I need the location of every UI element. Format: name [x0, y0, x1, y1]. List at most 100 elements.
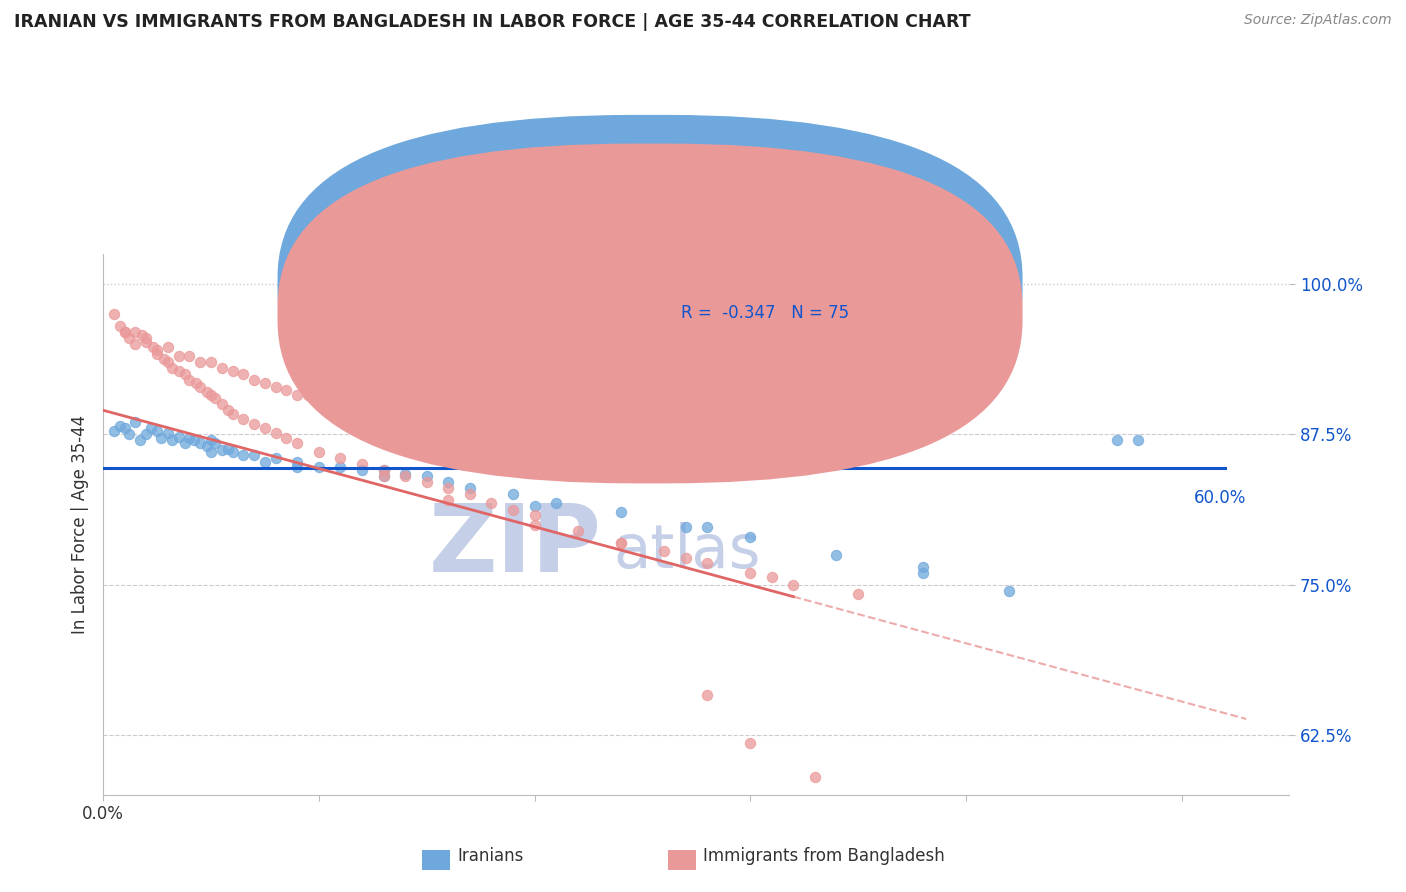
Point [128, 434, 150, 448]
Point [675, 520, 697, 534]
Text: atlas: atlas [613, 522, 761, 581]
Point [211, 361, 233, 376]
Point [285, 435, 308, 450]
Point [217, 442, 239, 456]
Point [142, 340, 165, 354]
Point [167, 363, 190, 377]
Point [264, 380, 287, 394]
Point [329, 451, 352, 466]
Point [253, 421, 276, 435]
Text: Immigrants from Bangladesh: Immigrants from Bangladesh [703, 847, 945, 865]
Point [437, 482, 460, 496]
Point [232, 411, 254, 425]
Point [146, 347, 169, 361]
Point [156, 355, 179, 369]
Point [188, 355, 211, 369]
Point [1128, 434, 1150, 448]
Point [546, 496, 568, 510]
Point [264, 451, 287, 466]
Point [174, 435, 197, 450]
Point [264, 426, 287, 441]
Point [179, 349, 201, 363]
Point [156, 340, 179, 354]
Point [221, 363, 243, 377]
Point [135, 331, 157, 345]
Text: Source: ZipAtlas.com: Source: ZipAtlas.com [1244, 13, 1392, 28]
Point [696, 520, 718, 534]
Point [329, 459, 352, 474]
FancyBboxPatch shape [277, 144, 1022, 483]
Point [804, 770, 827, 784]
Point [308, 397, 330, 411]
Point [167, 349, 190, 363]
Point [146, 343, 169, 358]
Point [782, 577, 804, 591]
Point [110, 319, 132, 334]
Point [114, 325, 136, 339]
Point [124, 337, 146, 351]
Point [458, 487, 481, 501]
Point [118, 427, 141, 442]
Point [114, 325, 136, 339]
Point [740, 736, 762, 750]
Point [523, 517, 546, 532]
Point [232, 368, 254, 382]
Point [276, 383, 298, 397]
Point [135, 334, 157, 349]
Point [211, 442, 233, 457]
Point [394, 467, 416, 481]
Point [243, 373, 266, 387]
Point [195, 439, 218, 453]
Point [152, 351, 174, 366]
Point [118, 331, 141, 345]
Point [1105, 434, 1128, 448]
Text: Iranians: Iranians [457, 847, 523, 865]
Point [184, 376, 207, 390]
Point [740, 566, 762, 580]
Text: IRANIAN VS IMMIGRANTS FROM BANGLADESH IN LABOR FORCE | AGE 35-44 CORRELATION CHA: IRANIAN VS IMMIGRANTS FROM BANGLADESH IN… [14, 13, 970, 31]
Point [217, 403, 239, 417]
Point [124, 325, 146, 339]
Point [479, 496, 502, 510]
Point [740, 529, 762, 543]
Point [200, 387, 222, 401]
Point [610, 535, 633, 549]
Point [183, 434, 205, 448]
Point [204, 435, 226, 450]
Point [110, 418, 132, 433]
Point [285, 459, 308, 474]
Point [761, 570, 783, 584]
Point [124, 415, 146, 429]
Point [373, 463, 395, 477]
Point [167, 430, 190, 444]
Point [156, 426, 179, 441]
Point [103, 424, 125, 438]
Point [188, 380, 211, 394]
Point [998, 583, 1021, 598]
Point [437, 475, 460, 490]
Text: ZIP: ZIP [429, 500, 602, 592]
Point [415, 475, 437, 490]
Point [276, 431, 298, 445]
Point [502, 503, 524, 517]
Point [308, 445, 330, 459]
Text: R =  -0.000   N = 52: R = -0.000 N = 52 [681, 276, 849, 293]
Point [211, 397, 233, 411]
Point [350, 458, 373, 472]
Point [243, 417, 266, 431]
FancyBboxPatch shape [277, 115, 1022, 455]
Text: 60.0%: 60.0% [1194, 490, 1246, 508]
Point [502, 487, 524, 501]
Point [458, 482, 481, 496]
Point [373, 469, 395, 483]
Point [160, 434, 183, 448]
Point [200, 434, 222, 448]
Point [696, 556, 718, 570]
Point [253, 376, 276, 390]
Point [160, 361, 183, 376]
Point [567, 524, 589, 538]
Point [350, 463, 373, 477]
Point [911, 559, 934, 574]
Point [696, 688, 718, 702]
Point [200, 445, 222, 459]
